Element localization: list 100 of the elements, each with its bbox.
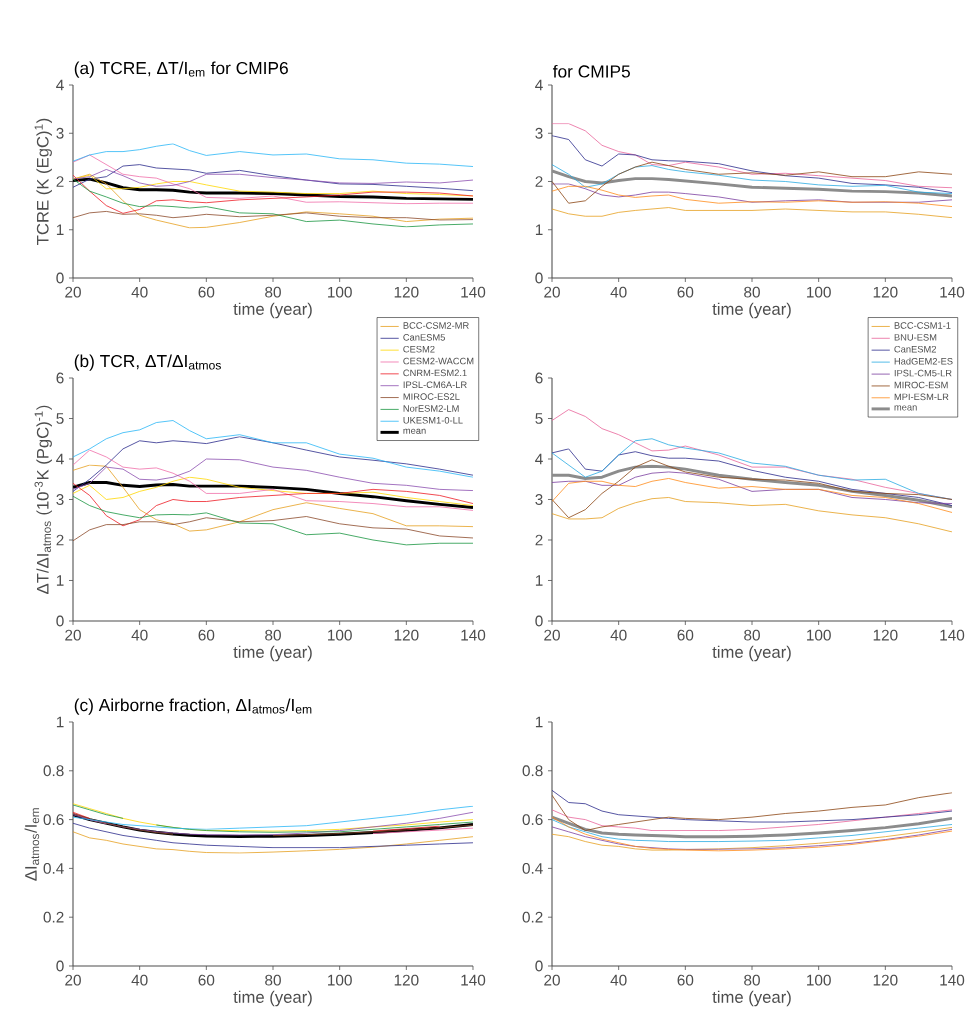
chart-title: (b) TCR, ΔT/ΔI$_{atmos}$ bbox=[74, 354, 221, 371]
x-tick-label: 40 bbox=[610, 974, 627, 986]
legend-label: IPSL-CM6A-LR bbox=[403, 381, 467, 389]
y-tick-label: 5 bbox=[56, 413, 64, 424]
x-axis-title: time (year) bbox=[233, 645, 312, 662]
legend-label: CESM2-WACCM bbox=[403, 357, 474, 365]
y-tick-label: 0 bbox=[56, 615, 64, 627]
x-tick-label: 20 bbox=[65, 286, 81, 298]
x-axis-title: time (year) bbox=[712, 302, 791, 319]
x-tick-label: 40 bbox=[610, 286, 627, 298]
x-tick-label: 100 bbox=[807, 974, 831, 986]
legend-label: IPSL-CM5-LR bbox=[894, 369, 952, 377]
y-tick-label: 0 bbox=[56, 960, 64, 972]
y-tick-label: 0 bbox=[56, 272, 64, 284]
y-tick-label: 2 bbox=[535, 534, 543, 546]
x-axis-title: time (year) bbox=[712, 645, 791, 662]
y-tick-label: 2 bbox=[535, 176, 543, 187]
chart-title: for CMIP5 bbox=[552, 64, 630, 78]
x-tick-label: 100 bbox=[807, 286, 831, 298]
x-tick-label: 40 bbox=[131, 286, 148, 298]
x-tick-label: 20 bbox=[65, 629, 81, 641]
legend-label: CanESM5 bbox=[403, 334, 445, 341]
x-axis-title: time (year) bbox=[233, 302, 312, 319]
y-tick-label: 1 bbox=[56, 716, 64, 728]
y-tick-label: 2 bbox=[56, 176, 64, 187]
legend-label: mean bbox=[403, 428, 426, 434]
y-tick-label: 0 bbox=[535, 272, 543, 284]
y-tick-label: 0.2 bbox=[522, 911, 543, 923]
x-tick-label: 60 bbox=[677, 629, 694, 641]
y-tick-label: 1 bbox=[56, 224, 64, 236]
y-tick-label: 3 bbox=[535, 127, 543, 139]
x-tick-label: 20 bbox=[65, 974, 81, 986]
legend-label: MIROC-ESM bbox=[894, 381, 948, 389]
x-tick-label: 20 bbox=[544, 286, 560, 298]
legend-label: CESM2 bbox=[403, 345, 435, 353]
x-tick-label: 120 bbox=[873, 974, 898, 986]
y-axis-title: ΔT/ΔI$_{atmos}$ (10$^{-3}$K (PgC)$^{-1}$) bbox=[34, 405, 52, 594]
x-tick-label: 120 bbox=[394, 286, 419, 298]
x-tick-label: 100 bbox=[328, 286, 352, 298]
legend-label: UKESM1-0-LL bbox=[403, 417, 463, 424]
x-tick-label: 40 bbox=[131, 974, 148, 986]
x-tick-label: 120 bbox=[873, 629, 898, 641]
legend-label: NorESM2-LM bbox=[403, 405, 459, 412]
x-tick-label: 140 bbox=[940, 629, 965, 641]
y-axis-title: ΔI$_{atmos}$/I$_{em}$ bbox=[24, 808, 40, 881]
y-tick-label: 3 bbox=[56, 494, 64, 505]
x-tick-label: 100 bbox=[807, 629, 831, 641]
legend-label: CNRM-ESM2.1 bbox=[403, 369, 467, 377]
x-tick-label: 80 bbox=[744, 974, 760, 986]
x-tick-label: 40 bbox=[131, 629, 148, 641]
y-tick-label: 1 bbox=[535, 575, 543, 586]
legend-label: MIROC-ES2L bbox=[403, 393, 460, 400]
y-tick-label: 0.6 bbox=[43, 814, 64, 826]
x-tick-label: 80 bbox=[265, 286, 281, 298]
x-tick-label: 100 bbox=[328, 629, 352, 641]
x-tick-label: 100 bbox=[328, 974, 352, 986]
y-tick-label: 1 bbox=[535, 224, 543, 236]
x-tick-label: 60 bbox=[198, 629, 215, 641]
x-tick-label: 80 bbox=[744, 286, 760, 298]
legend-label: BCC-CSM2-MR bbox=[403, 322, 469, 329]
x-tick-label: 140 bbox=[940, 286, 965, 298]
x-tick-label: 40 bbox=[610, 629, 627, 641]
y-tick-label: 0 bbox=[535, 615, 543, 627]
y-tick-label: 0.8 bbox=[522, 765, 543, 777]
x-tick-label: 60 bbox=[677, 974, 694, 986]
x-tick-label: 120 bbox=[873, 286, 898, 298]
x-tick-label: 20 bbox=[544, 629, 560, 641]
x-axis-title: time (year) bbox=[712, 990, 791, 1007]
legend-label: mean bbox=[894, 405, 917, 411]
x-tick-label: 120 bbox=[394, 629, 419, 641]
chart-title: (a) TCRE, ΔT/I$_{em}$ for CMIP6 bbox=[74, 61, 288, 78]
y-tick-label: 0.4 bbox=[522, 862, 543, 874]
legend-label: BCC-CSM1-1 bbox=[894, 322, 951, 329]
y-tick-label: 0.8 bbox=[43, 765, 64, 777]
y-tick-label: 4 bbox=[535, 453, 543, 465]
y-tick-label: 3 bbox=[56, 127, 64, 139]
y-tick-label: 0 bbox=[535, 960, 543, 972]
x-tick-label: 140 bbox=[940, 974, 965, 986]
y-tick-label: 6 bbox=[56, 372, 64, 384]
y-tick-label: 5 bbox=[535, 413, 543, 424]
x-tick-label: 140 bbox=[461, 286, 486, 298]
y-tick-label: 0.2 bbox=[43, 911, 64, 923]
y-tick-label: 2 bbox=[56, 534, 64, 546]
legend-label: HadGEM2-ES bbox=[894, 357, 953, 365]
legend-label: BNU-ESM bbox=[894, 334, 937, 341]
y-tick-label: 4 bbox=[56, 453, 64, 465]
legend-label: MPI-ESM-LR bbox=[894, 393, 949, 401]
x-tick-label: 140 bbox=[461, 974, 486, 986]
y-axis-title: TCRE (K (EgC)$^{1}$) bbox=[34, 118, 52, 245]
x-tick-label: 80 bbox=[265, 974, 281, 986]
x-tick-label: 20 bbox=[544, 974, 560, 986]
legend-label: CanESM2 bbox=[894, 345, 936, 353]
y-tick-label: 3 bbox=[535, 494, 543, 505]
x-tick-label: 60 bbox=[198, 974, 215, 986]
y-tick-label: 6 bbox=[535, 372, 543, 384]
y-tick-label: 4 bbox=[535, 79, 543, 91]
y-tick-label: 4 bbox=[56, 79, 64, 91]
x-tick-label: 60 bbox=[677, 286, 694, 298]
x-tick-label: 60 bbox=[198, 286, 215, 298]
x-tick-label: 80 bbox=[265, 629, 281, 641]
